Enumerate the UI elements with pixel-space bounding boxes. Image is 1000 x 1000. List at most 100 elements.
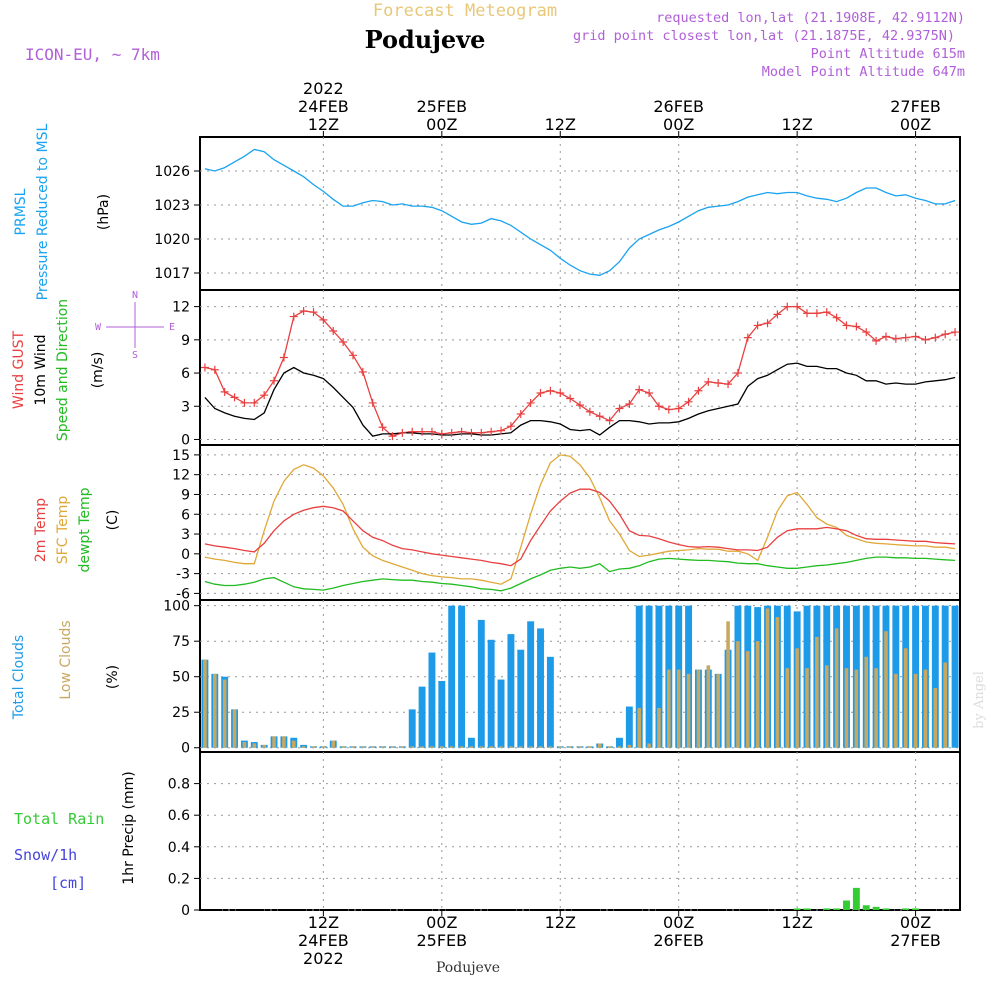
- gust-marker: [585, 407, 594, 416]
- time-label: 00Z: [426, 115, 457, 134]
- gust-marker: [566, 394, 575, 403]
- clouds-ytick-label: 50: [172, 670, 190, 686]
- low-cloud-bar: [311, 746, 316, 748]
- temperature-ytick-label: 0: [181, 547, 190, 563]
- panels: 1017102010231026036912-6-303691215025507…: [154, 136, 961, 919]
- total-cloud-bar: [487, 639, 495, 748]
- gust-marker: [931, 333, 940, 342]
- total-cloud-bar: [448, 605, 456, 748]
- low-cloud-bar: [282, 736, 286, 748]
- pressure-panel: 1017 1020 1023 1026: [154, 136, 961, 291]
- gust-marker: [250, 398, 259, 407]
- wind-ytick-label: 9: [181, 333, 190, 349]
- gust-marker: [506, 422, 515, 431]
- time-label: 00Z: [900, 913, 931, 932]
- gust-marker: [497, 426, 506, 435]
- low-cloud-bar: [775, 617, 780, 748]
- gust-marker: [329, 326, 338, 335]
- total-cloud-bar: [458, 605, 466, 748]
- rain-bar: [793, 908, 801, 910]
- gust-marker: [388, 432, 397, 441]
- gust-marker: [339, 338, 348, 347]
- low-cloud-bar: [617, 746, 622, 748]
- gust-label: Wind GUST: [11, 330, 27, 409]
- time-label: 26FEB: [653, 931, 704, 950]
- low-cloud-bar: [341, 746, 345, 748]
- gust-marker: [467, 428, 476, 437]
- total-clouds-label: Total Clouds: [11, 635, 27, 720]
- low-cloud-bar: [815, 636, 819, 748]
- time-label: 24FEB: [298, 931, 349, 950]
- gust-marker: [447, 428, 456, 437]
- dewpt-label: dewpt Temp: [77, 487, 93, 572]
- gust-marker: [319, 315, 328, 324]
- pressure-ytick-label: 1023: [154, 198, 190, 214]
- gust-marker: [901, 333, 910, 342]
- total-cloud-bar: [635, 605, 643, 748]
- low-cloud-bar: [676, 669, 681, 748]
- time-label: 12Z: [545, 115, 576, 134]
- gust-marker: [526, 398, 535, 407]
- compass-rose: N S W E: [95, 290, 175, 361]
- precipitation-panel: 0 0.2 0.4 0.6 0.8: [168, 751, 961, 919]
- time-label: 12Z: [545, 913, 576, 932]
- total-cloud-bar: [546, 656, 554, 748]
- gust-marker: [645, 388, 654, 397]
- precip-unit: 1hr Precip (mm): [121, 771, 137, 884]
- low-cloud-bar: [884, 631, 888, 748]
- compass-w: W: [95, 322, 102, 333]
- gust-marker: [556, 388, 565, 397]
- low-cloud-bar: [528, 746, 533, 748]
- low-cloud-bar: [538, 746, 543, 748]
- clouds-ytick-label: 100: [163, 599, 190, 615]
- gust-marker: [862, 328, 871, 337]
- precipitation-ytick-label: 0: [181, 903, 190, 919]
- low-cloud-bar: [706, 665, 711, 748]
- time-label: 12Z: [781, 913, 812, 932]
- low-cloud-bar: [213, 673, 217, 748]
- pressure-label-1: PRMSL: [13, 188, 29, 235]
- total-cloud-bar: [438, 680, 446, 748]
- gust-marker: [358, 367, 367, 376]
- wind-label: 10m Wind: [33, 334, 49, 405]
- time-label: 12Z: [308, 913, 339, 932]
- gust-marker: [427, 427, 436, 436]
- gust-marker: [477, 428, 486, 437]
- temperature-ytick-label: 6: [181, 507, 190, 523]
- gust-marker: [309, 308, 318, 317]
- low-cloud-bar: [795, 648, 799, 748]
- gust-marker: [753, 321, 762, 330]
- chart-title: Forecast Meteogram: [373, 1, 557, 21]
- gust-marker: [891, 334, 900, 343]
- wind-line: [204, 362, 956, 437]
- time-label: 00Z: [900, 115, 931, 134]
- low-cloud-bar: [765, 608, 770, 748]
- gust-marker: [763, 319, 772, 328]
- gust-marker: [803, 309, 812, 318]
- time-label: 00Z: [426, 913, 457, 932]
- low-cloud-bar: [686, 673, 691, 748]
- low-cloud-bar: [834, 628, 839, 748]
- gust-marker: [812, 309, 821, 318]
- temp-unit: (C): [105, 510, 121, 531]
- rain-bar: [882, 908, 890, 910]
- rain-bar: [912, 908, 920, 910]
- low-cloud-bar: [449, 746, 454, 748]
- temperature-ytick-label: 15: [172, 448, 190, 464]
- gust-marker: [674, 404, 683, 413]
- credit: by Angel: [972, 671, 987, 729]
- pressure-panel-labels: PRMSL Pressure Reduced to MSL (hPa): [13, 123, 112, 300]
- gust-marker: [368, 398, 377, 407]
- gust-marker: [783, 302, 792, 311]
- gust-marker: [921, 335, 930, 344]
- snow-label: Snow/1h: [14, 846, 77, 864]
- wind-unit: (m/s): [90, 352, 106, 389]
- dewpt-line: [204, 556, 956, 592]
- gust-marker: [398, 428, 407, 437]
- low-cloud-bar: [746, 651, 750, 748]
- rain-bar: [902, 908, 910, 910]
- gust-marker: [654, 402, 663, 411]
- low-cloud-bar: [469, 746, 474, 748]
- low-cloud-bar: [785, 668, 790, 748]
- low-clouds-label: Low Clouds: [58, 620, 74, 699]
